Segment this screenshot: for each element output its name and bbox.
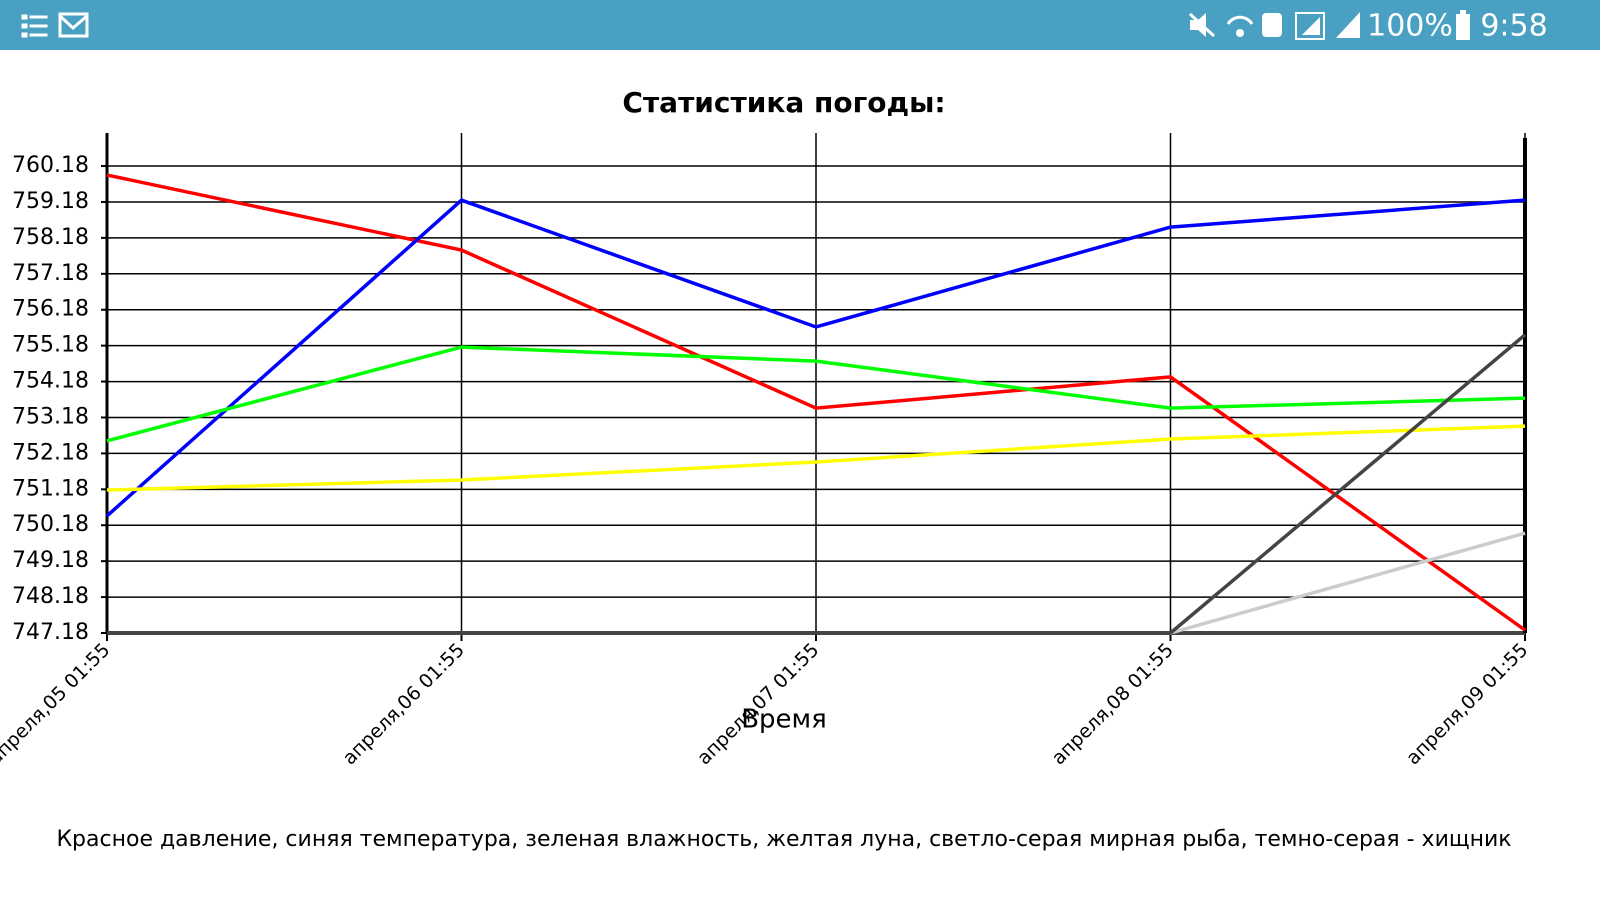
- y-tick-label: 757.18: [12, 261, 89, 286]
- y-tick-label: 760.18: [12, 153, 89, 178]
- x-tick-label: апреля,06 01:55: [339, 639, 469, 769]
- y-tick-label: 755.18: [12, 333, 89, 358]
- battery-level: 100%: [1367, 9, 1453, 44]
- system-icons: [1188, 10, 1470, 40]
- y-tick-label: 749.18: [12, 548, 89, 573]
- notification-icons: [21, 12, 89, 38]
- list-icon: [29, 24, 48, 28]
- y-tick-label: 758.18: [12, 225, 89, 250]
- clock: 9:58: [1480, 9, 1547, 44]
- list-icon: [29, 33, 48, 37]
- y-tick-label: 759.18: [12, 189, 89, 214]
- chart-title: Статистика погоды:: [622, 86, 945, 119]
- series-line: [105, 198, 1526, 518]
- mute-icon: [1190, 13, 1206, 37]
- wifi-icon: [1226, 15, 1254, 25]
- y-tick-label: 747.18: [12, 620, 89, 645]
- series-line: [1170, 531, 1526, 635]
- x-tick-label: апреля,09 01:55: [1402, 639, 1532, 769]
- y-tick-label: 752.18: [12, 440, 89, 465]
- mail-icon: [58, 14, 88, 31]
- signal-icon: [1336, 12, 1360, 38]
- wifi-icon: [1236, 29, 1244, 37]
- y-tick-label: 754.18: [12, 369, 89, 394]
- x-tick-label: апреля,05 01:55: [0, 639, 114, 769]
- status-bar: [0, 0, 1600, 50]
- series-line: [106, 345, 1526, 443]
- mute-icon: [1188, 12, 1216, 38]
- signal-icon: [1302, 17, 1320, 35]
- mail-icon: [58, 12, 89, 38]
- series-line: [1169, 333, 1527, 635]
- x-tick-label: апреля,08 01:55: [1048, 639, 1178, 769]
- app-icon: [1262, 13, 1282, 37]
- list-icon: [21, 14, 28, 20]
- y-tick-label: 756.18: [12, 297, 89, 322]
- caption: Красное давление, синяя температура, зел…: [56, 827, 1511, 852]
- y-tick-label: 750.18: [12, 512, 89, 537]
- x-axis-title: Время: [741, 705, 827, 735]
- battery-icon: [1460, 10, 1466, 14]
- y-tick-label: 751.18: [12, 476, 89, 501]
- series-line: [106, 173, 1527, 632]
- list-icon: [29, 15, 48, 19]
- y-tick-label: 748.18: [12, 584, 89, 609]
- battery-icon: [1456, 14, 1470, 40]
- y-tick-label: 753.18: [12, 404, 89, 429]
- list-icon: [21, 23, 28, 29]
- signal-icon: [1295, 12, 1325, 40]
- list-icon: [21, 32, 28, 38]
- series-line: [106, 424, 1526, 492]
